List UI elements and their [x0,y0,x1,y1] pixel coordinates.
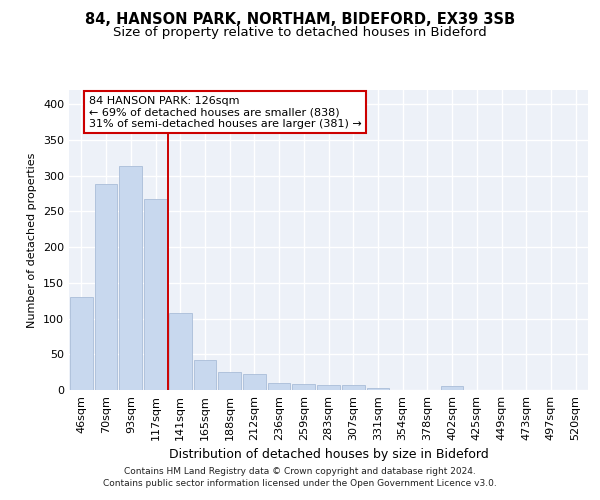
Bar [218,372,241,390]
Text: Size of property relative to detached houses in Bideford: Size of property relative to detached ho… [113,26,487,39]
Bar [317,385,340,390]
Bar [243,374,266,390]
Bar [194,360,216,390]
Bar [119,166,142,390]
Bar [268,383,290,390]
Bar [70,297,93,390]
Bar [367,388,389,390]
Bar [144,198,167,390]
Text: 84 HANSON PARK: 126sqm
← 69% of detached houses are smaller (838)
31% of semi-de: 84 HANSON PARK: 126sqm ← 69% of detached… [89,96,362,129]
Bar [95,184,118,390]
Bar [342,385,365,390]
Bar [441,386,463,390]
Text: 84, HANSON PARK, NORTHAM, BIDEFORD, EX39 3SB: 84, HANSON PARK, NORTHAM, BIDEFORD, EX39… [85,12,515,28]
X-axis label: Distribution of detached houses by size in Bideford: Distribution of detached houses by size … [169,448,488,462]
Text: Contains HM Land Registry data © Crown copyright and database right 2024.
Contai: Contains HM Land Registry data © Crown c… [103,466,497,487]
Bar [292,384,315,390]
Y-axis label: Number of detached properties: Number of detached properties [28,152,37,328]
Bar [169,313,191,390]
